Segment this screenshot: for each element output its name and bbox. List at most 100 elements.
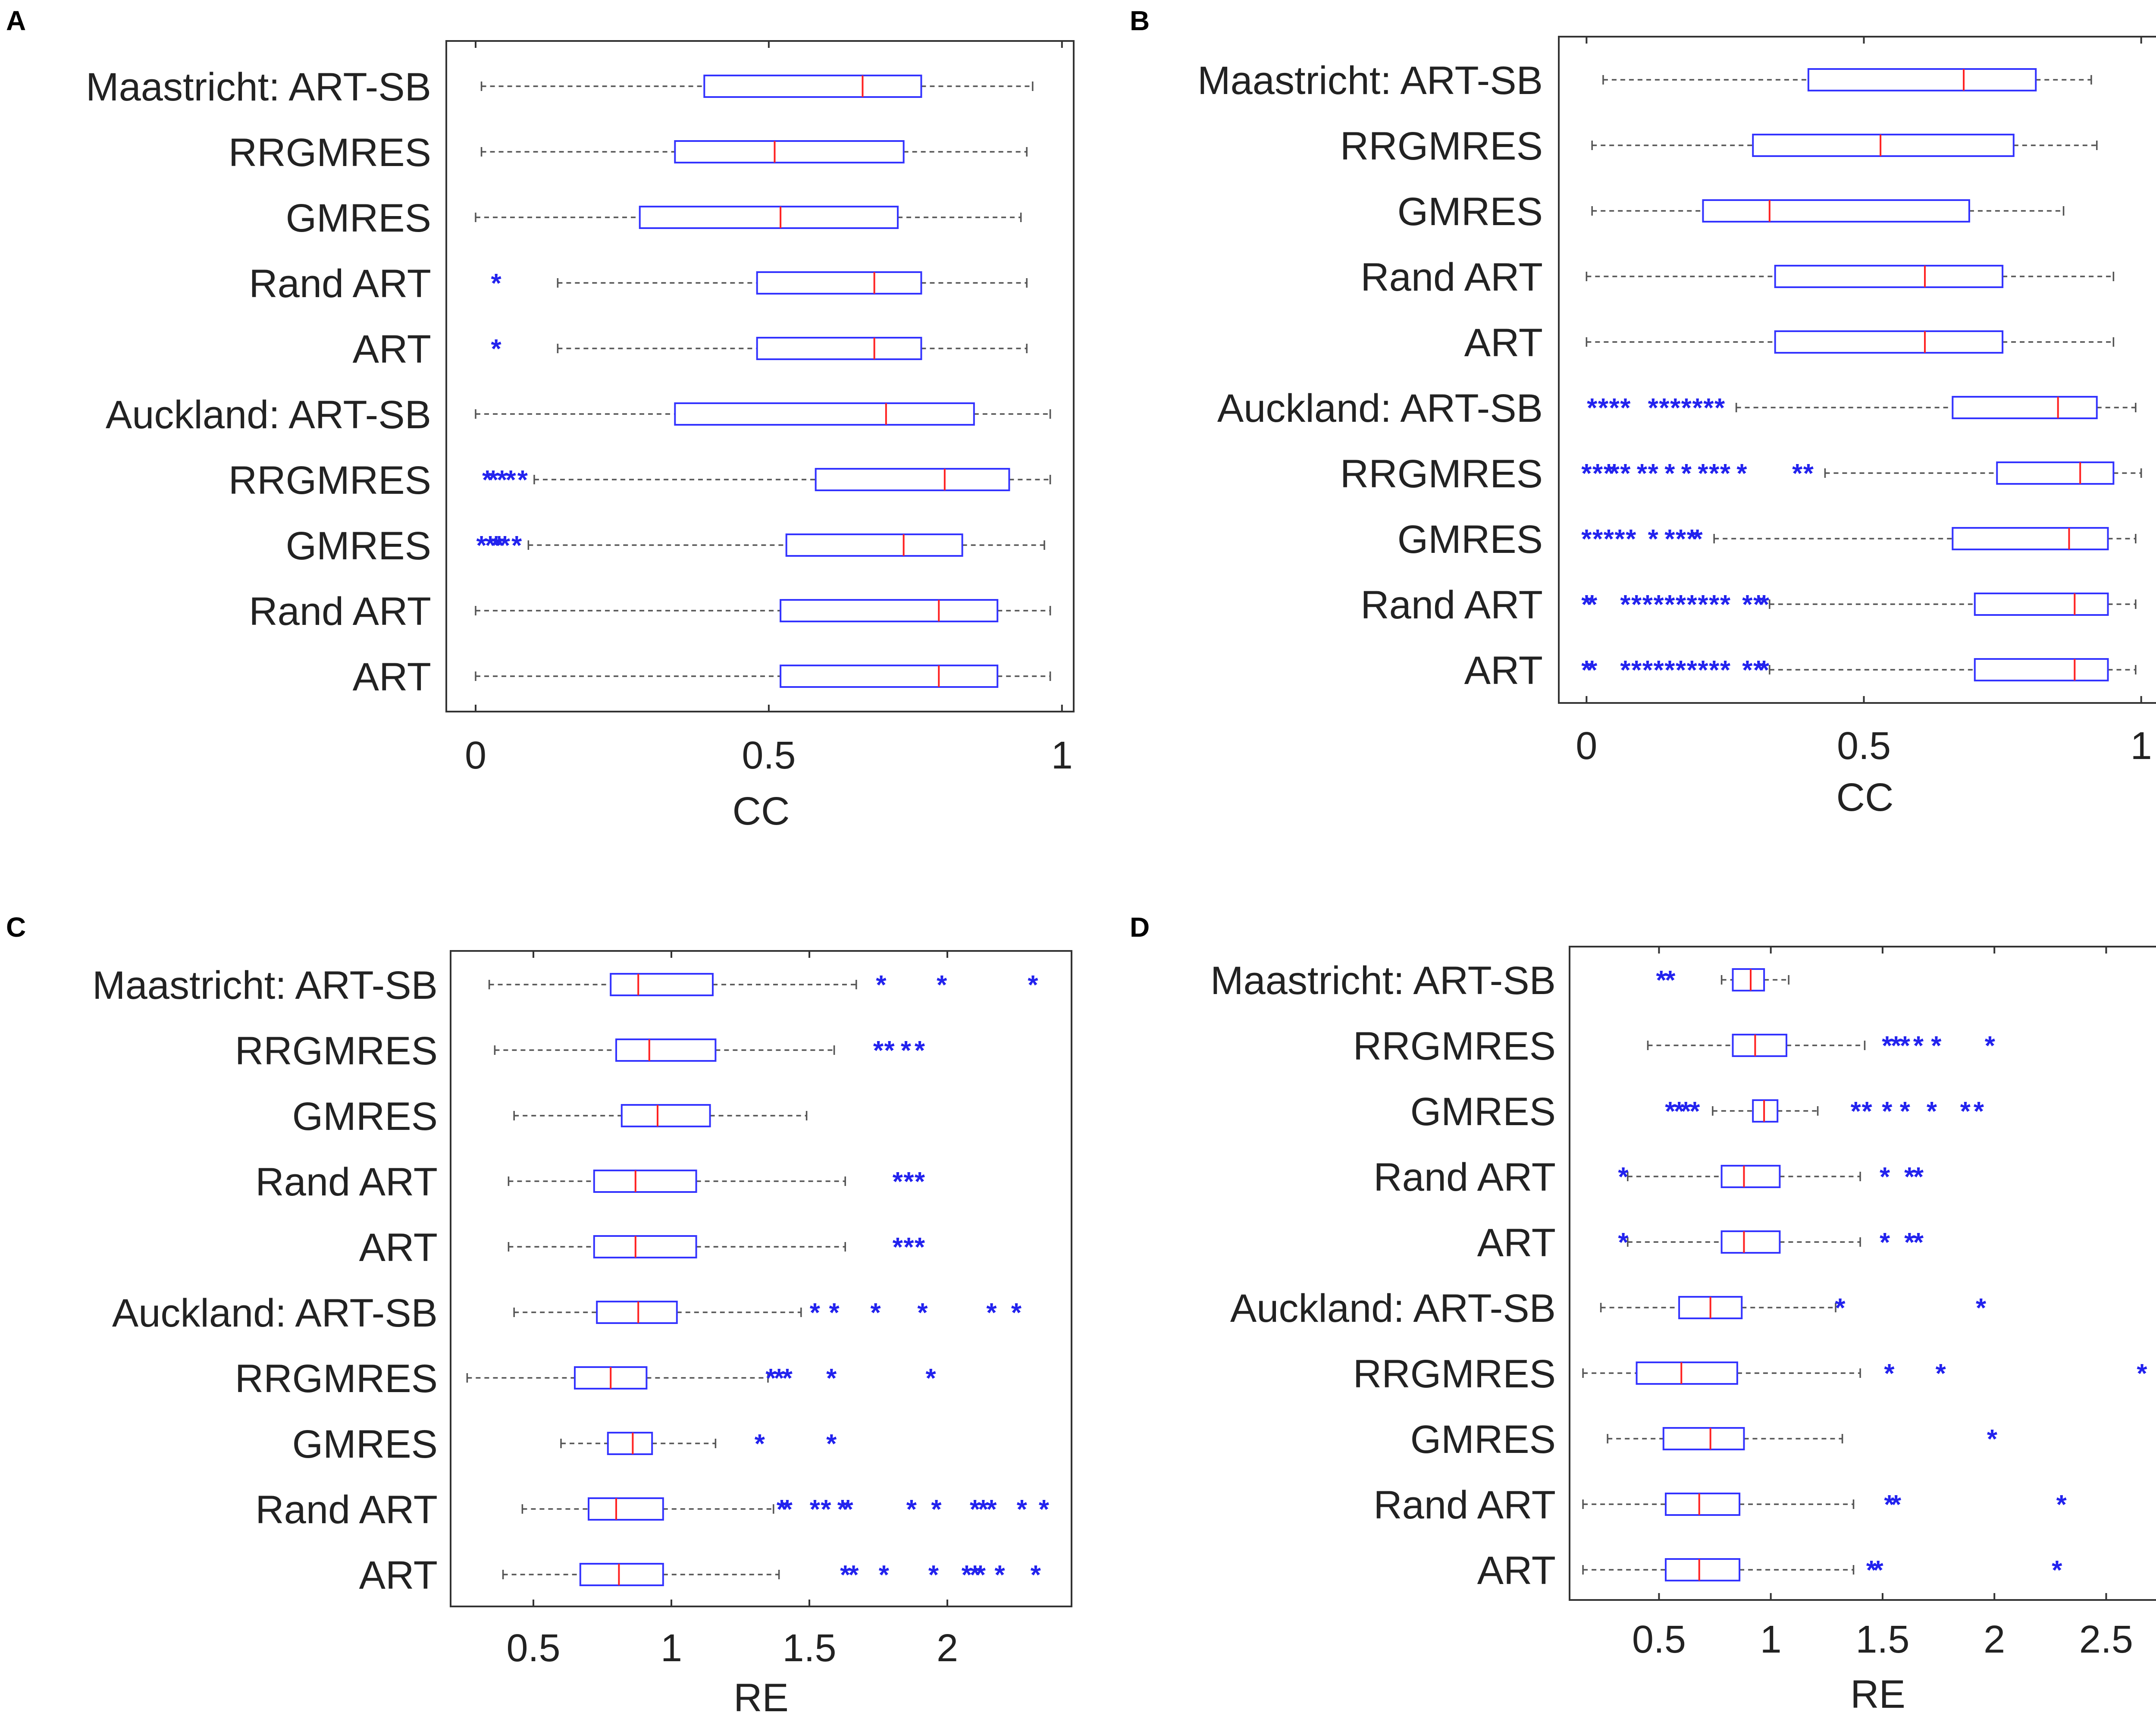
- box-row-a-5: [475, 402, 1051, 426]
- category-label-b-4: ART: [1464, 321, 1543, 365]
- category-label-a-6: RRGMRES: [229, 458, 431, 502]
- outlier-marker: *: [1587, 590, 1598, 620]
- box-row-a-8: [475, 599, 1051, 622]
- outlier-marker: *: [1891, 1490, 1902, 1520]
- category-label-b-9: ART: [1464, 649, 1543, 693]
- outlier-marker: *: [1698, 459, 1708, 489]
- category-label-d-0: Maastricht: ART-SB: [1210, 959, 1556, 1003]
- outlier-marker: *: [1620, 656, 1631, 685]
- outlier-marker: *: [1614, 524, 1625, 554]
- outlier-marker: *: [978, 1495, 989, 1525]
- tick-label-d-1: 1: [1760, 1618, 1782, 1661]
- tick-label-c-2: 1.5: [782, 1627, 836, 1670]
- category-label-a-7: GMRES: [286, 524, 431, 568]
- outlier-marker: *: [1891, 1031, 1902, 1061]
- category-label-b-0: Maastricht: ART-SB: [1197, 59, 1543, 103]
- outlier-marker: *: [517, 465, 528, 495]
- outlier-marker: *: [903, 1167, 914, 1197]
- outlier-marker: *: [1028, 970, 1038, 1000]
- category-label-d-9: ART: [1477, 1549, 1556, 1593]
- panel-d: D ***** * * ***** * * * * * * ** * *** * *** ** * **** ***…: [1130, 912, 2156, 1716]
- outlier-marker: *: [1880, 1228, 1890, 1258]
- outlier-marker: *: [1742, 590, 1753, 620]
- box-row-c-5: * * * * * *: [513, 1298, 1022, 1328]
- box-row-a-9: [475, 665, 1051, 688]
- iqr-box: [703, 75, 922, 98]
- outlier-marker: *: [903, 1233, 914, 1262]
- outlier-marker: *: [1698, 590, 1708, 620]
- outlier-marker: *: [915, 1233, 925, 1262]
- outlier-marker: *: [810, 1495, 821, 1525]
- outlier-marker: *: [1866, 1556, 1877, 1585]
- x-axis-label-c: RE: [733, 1676, 789, 1719]
- box-row-b-4: [1586, 330, 2115, 354]
- outlier-marker: *: [485, 531, 496, 561]
- outlier-marker: *: [1931, 1031, 1942, 1061]
- outlier-marker: *: [893, 1233, 903, 1262]
- outlier-marker: *: [810, 1298, 821, 1328]
- outlier-marker: *: [1880, 1162, 1890, 1192]
- box-row-b-9: ** * * * * * * * * * * * **: [1581, 656, 2137, 685]
- outlier-marker: *: [1927, 1097, 1937, 1126]
- tick-label-c-3: 2: [937, 1627, 958, 1670]
- outlier-marker: *: [774, 1364, 785, 1393]
- outlier-marker: *: [1960, 1097, 1971, 1126]
- box-row-c-2: [513, 1104, 808, 1127]
- outlier-marker: *: [2056, 1490, 2067, 1520]
- outlier-marker: *: [2137, 1359, 2147, 1389]
- iqr-box: [780, 599, 999, 622]
- iqr-box: [674, 402, 975, 426]
- outlier-marker: *: [1653, 590, 1664, 620]
- outlier-marker: *: [1882, 1031, 1893, 1061]
- outlier-marker: *: [826, 1364, 837, 1393]
- outlier-marker: *: [1884, 1490, 1895, 1520]
- panel-letter-d: D: [1130, 912, 1150, 943]
- outlier-marker: *: [1670, 393, 1681, 423]
- box-row-c-3: * * *: [508, 1167, 925, 1197]
- outlier-marker: *: [1609, 393, 1620, 423]
- outlier-marker: *: [1604, 459, 1614, 489]
- box-row-b-1: [1591, 134, 2098, 157]
- box-row-d-6: * * *: [1582, 1359, 2147, 1389]
- plot-b: * * * * * * * * * * ** * ** * * * * * * * * * * ** * * * * * * * **** * *…: [1581, 68, 2142, 685]
- box-row-d-5: * *: [1600, 1293, 1987, 1323]
- box-row-d-8: ** *: [1582, 1490, 2067, 1520]
- outlier-marker: *: [915, 1036, 925, 1066]
- iqr-box: [1720, 1165, 1781, 1188]
- outlier-marker: *: [1803, 459, 1814, 489]
- iqr-box: [607, 1432, 653, 1455]
- outlier-marker: *: [1698, 656, 1708, 685]
- outlier-marker: *: [937, 970, 947, 1000]
- outlier-marker: *: [1581, 524, 1592, 554]
- outlier-marker: *: [765, 1364, 776, 1393]
- outlier-marker: *: [1648, 524, 1659, 554]
- iqr-box: [620, 1104, 711, 1127]
- outlier-marker: *: [986, 1298, 997, 1328]
- tick-label-a-1: 0.5: [742, 734, 796, 777]
- iqr-box: [1996, 461, 2115, 485]
- iqr-box: [1952, 527, 2109, 550]
- iqr-box: [596, 1301, 678, 1324]
- outlier-marker: *: [1681, 393, 1692, 423]
- iqr-box: [1732, 1034, 1787, 1057]
- box-row-a-3: *: [491, 269, 1028, 298]
- box-row-b-2: [1591, 199, 2065, 223]
- category-label-b-7: GMRES: [1398, 518, 1543, 561]
- outlier-marker: *: [1884, 1359, 1895, 1389]
- category-label-d-4: ART: [1477, 1221, 1556, 1265]
- box-row-b-5: * * * * * * * * * * *: [1587, 393, 2137, 423]
- iqr-box: [756, 337, 922, 360]
- outlier-marker: *: [848, 1560, 859, 1590]
- outlier-marker: *: [1676, 656, 1686, 685]
- outlier-marker: *: [488, 465, 499, 495]
- outlier-marker: *: [926, 1364, 937, 1393]
- outlier-marker: *: [500, 531, 511, 561]
- outlier-marker: *: [884, 1036, 895, 1066]
- box-row-a-0: [480, 75, 1034, 98]
- box-row-a-7: ***** *: [476, 531, 1045, 561]
- iqr-box: [1807, 68, 2037, 91]
- outlier-marker: *: [837, 1495, 848, 1525]
- outlier-marker: *: [1759, 656, 1770, 685]
- outlier-marker: *: [1936, 1359, 1946, 1389]
- outlier-marker: *: [1835, 1293, 1846, 1323]
